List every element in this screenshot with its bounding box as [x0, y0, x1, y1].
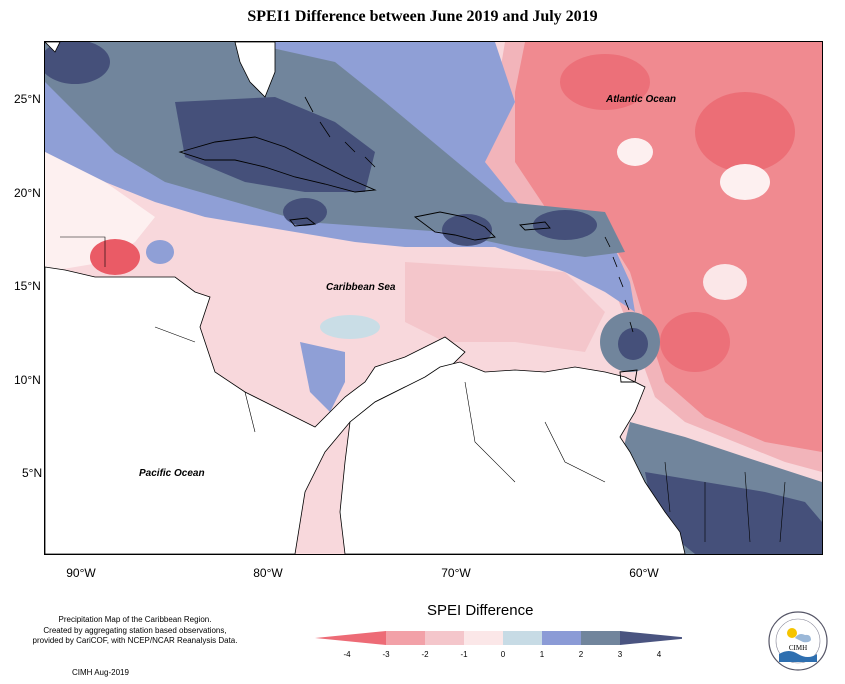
lon-label-80w: 80°W	[253, 566, 283, 580]
legend-tick-label: 0	[500, 650, 506, 659]
gulf-wet-core	[45, 42, 110, 84]
windward-wet-core	[618, 328, 648, 360]
lat-label-25n: 25°N	[14, 92, 41, 106]
mexico-gulf-land	[45, 42, 61, 53]
dry-core-3	[560, 54, 650, 110]
panama-wet-region	[300, 342, 345, 412]
honduras-dry-core	[90, 239, 140, 275]
lat-label-20n: 20°N	[14, 186, 41, 200]
legend-tick-label: 3	[617, 650, 623, 659]
light-spot-3	[703, 264, 747, 300]
map-title: SPEI1 Difference between June 2019 and J…	[247, 8, 598, 25]
legend-swatch	[315, 631, 386, 645]
lon-label-90w: 90°W	[66, 566, 96, 580]
legend-colorbar	[315, 631, 682, 645]
legend-tick-label: -3	[382, 650, 390, 659]
lat-label-15n: 15°N	[14, 279, 41, 293]
legend-tick-label: 2	[578, 650, 584, 659]
light-spot-1	[720, 164, 770, 200]
legend-tick-label: 4	[656, 650, 662, 659]
light-spot-2	[617, 138, 653, 166]
spei-map	[45, 42, 822, 554]
guianas-wet-core	[645, 472, 822, 554]
lat-label-5n: 5°N	[22, 466, 43, 480]
honduras-wet-spot	[146, 240, 174, 264]
credit-line-2: Created by aggregating station based obs…	[43, 625, 227, 635]
legend-swatch	[386, 631, 425, 645]
bahamas-outline	[304, 96, 376, 168]
legend-tick-label: 1	[539, 650, 545, 659]
credit-line-3: provided by CariCOF, with NCEP/NCAR Rean…	[32, 636, 238, 645]
lat-label-10n: 10°N	[14, 373, 41, 387]
legend-swatch	[542, 631, 581, 645]
caribbean-sea-label: Caribbean Sea	[326, 282, 396, 293]
lon-label-60w: 60°W	[629, 566, 659, 580]
atlantic-ocean-label: Atlantic Ocean	[606, 94, 677, 105]
legend-swatch	[464, 631, 503, 645]
cuba-wet-core	[175, 97, 375, 192]
jamaica-outline	[289, 217, 317, 227]
credit-line-1: Precipitation Map of the Caribbean Regio…	[58, 615, 212, 624]
dry-core-1	[695, 92, 795, 172]
country-borders	[60, 236, 786, 543]
legend-swatch	[581, 631, 620, 645]
map-panel	[44, 41, 823, 555]
puerto-rico-wet-core	[533, 210, 597, 240]
trinidad-outline	[619, 369, 638, 383]
legend-swatch	[503, 631, 542, 645]
legend-swatch	[425, 631, 464, 645]
florida-land	[234, 42, 276, 98]
caribbean-light-blue	[320, 315, 380, 339]
legend-tick-label: -1	[460, 650, 468, 659]
pacific-ocean-label: Pacific Ocean	[139, 468, 205, 479]
dry-core-2	[660, 312, 730, 372]
legend-tick-label: -2	[421, 650, 429, 659]
hispaniola-outline	[413, 211, 496, 241]
cimh-logo: CIMH	[768, 611, 828, 671]
puerto-rico-outline	[519, 221, 551, 231]
legend-tick-label: -4	[343, 650, 351, 659]
lon-label-70w: 70°W	[441, 566, 471, 580]
credit-date: CIMH Aug-2019	[72, 668, 129, 677]
logo-text: CIMH	[789, 644, 807, 652]
caribbean-mid-region	[405, 262, 605, 352]
legend-title: SPEI Difference	[427, 602, 534, 619]
lesser-antilles-outline	[604, 236, 634, 333]
map-credit: Precipitation Map of the Caribbean Regio…	[0, 615, 270, 647]
legend-swatch	[620, 631, 682, 645]
jamaica-wet-core	[283, 198, 327, 226]
cuba-outline	[178, 136, 377, 193]
hispaniola-wet-core	[442, 214, 492, 246]
